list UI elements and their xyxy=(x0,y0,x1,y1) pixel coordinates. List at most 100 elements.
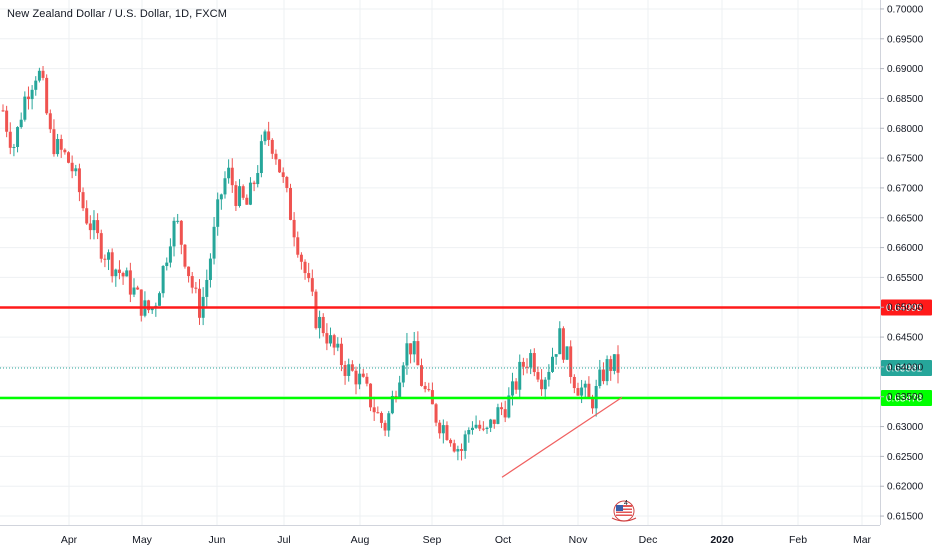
candle-body xyxy=(96,220,100,234)
y-tick-label: 0.68500 xyxy=(887,94,924,105)
y-tick-label: 0.62500 xyxy=(887,452,924,463)
candle-body xyxy=(48,113,52,130)
candle-body xyxy=(572,376,576,389)
candle-body xyxy=(452,443,456,452)
candle-body xyxy=(507,395,511,418)
candle-body xyxy=(77,168,81,193)
candle-body xyxy=(121,272,125,277)
candle-body xyxy=(536,372,540,380)
candle-body xyxy=(336,343,340,348)
candle-body xyxy=(489,419,493,428)
y-tick-label: 0.70000 xyxy=(887,4,924,15)
candle-body xyxy=(183,244,187,267)
time-axis: Apr May Jun Jul Aug Sep Oct Nov Dec 2020 Feb Mar xyxy=(0,525,880,546)
candle-body xyxy=(601,369,605,382)
candle-body xyxy=(441,425,445,434)
candle-body xyxy=(176,220,180,222)
trendline-layer xyxy=(501,396,623,478)
candle-body xyxy=(41,70,45,78)
event-badge-count: 4 xyxy=(624,500,628,507)
x-tick-label: Mar xyxy=(853,534,872,546)
candle-body xyxy=(500,407,504,410)
candle-body xyxy=(532,353,536,373)
y-tick-label: 0.63000 xyxy=(887,422,924,433)
candle-body xyxy=(219,194,223,200)
candle-body xyxy=(37,70,41,81)
y-tick-label: 0.64000 xyxy=(887,362,924,373)
candle-body xyxy=(179,220,183,245)
candle-body xyxy=(52,129,56,155)
candle-body xyxy=(401,365,405,383)
candle-body xyxy=(612,354,616,371)
candle-body xyxy=(318,316,322,329)
candle-body xyxy=(168,246,172,263)
candle-body xyxy=(117,269,121,273)
candle-body xyxy=(383,422,387,431)
candle-body xyxy=(565,346,569,360)
candle-body xyxy=(387,413,391,431)
x-tick-label: Nov xyxy=(569,534,588,546)
candle-body xyxy=(616,354,620,373)
candle-body xyxy=(125,270,129,277)
x-tick-label: Jun xyxy=(209,534,226,546)
candle-body xyxy=(23,96,27,120)
candle-body xyxy=(598,369,602,387)
candle-body xyxy=(241,186,245,198)
candle-body xyxy=(514,381,518,390)
candle-body xyxy=(234,185,238,206)
y-tick-label: 0.64500 xyxy=(887,333,924,344)
candle-body xyxy=(161,266,165,294)
candle-body xyxy=(361,373,365,377)
candle-body xyxy=(70,162,74,172)
candle-body xyxy=(398,382,402,398)
candle-body xyxy=(248,182,252,205)
y-tick-label: 0.69500 xyxy=(887,34,924,45)
horizontal-levels: 0.64995 0.63981 0.63478 xyxy=(0,299,932,407)
candle-body xyxy=(252,182,256,185)
candle-body xyxy=(85,208,89,224)
y-tick-label: 0.65500 xyxy=(887,273,924,284)
chart-title: New Zealand Dollar / U.S. Dollar, 1D, FX… xyxy=(7,8,227,20)
candle-body xyxy=(190,276,194,288)
candle-body xyxy=(114,269,118,277)
candle-body xyxy=(172,220,176,247)
candle-body xyxy=(463,434,467,451)
candle-body xyxy=(299,254,303,262)
y-tick-label: 0.68000 xyxy=(887,124,924,135)
trendline xyxy=(501,396,623,478)
candle-body xyxy=(325,333,329,344)
candle-body xyxy=(303,261,307,274)
us-flag-icon[interactable] xyxy=(611,500,637,522)
candle-body xyxy=(350,364,354,371)
x-tick-label: Aug xyxy=(351,534,370,546)
candle-body xyxy=(558,328,562,355)
x-tick-label: Feb xyxy=(789,534,807,546)
candle-body xyxy=(449,439,453,444)
x-tick-label: Oct xyxy=(495,534,511,546)
candle-body xyxy=(547,371,551,380)
resistance-price-label: 0.64995 xyxy=(886,303,923,314)
candle-body xyxy=(136,287,140,290)
candle-body xyxy=(110,252,114,277)
support-price-tag xyxy=(881,390,932,407)
candle-body xyxy=(583,383,587,388)
candle-body xyxy=(67,152,71,163)
candle-body xyxy=(412,341,416,355)
candles xyxy=(1,66,620,461)
candle-body xyxy=(132,287,136,295)
candle-body xyxy=(288,187,292,220)
candle-body xyxy=(223,178,227,195)
y-tick-label: 0.61500 xyxy=(887,512,924,523)
candle-body xyxy=(554,354,558,357)
candle-body xyxy=(26,96,30,100)
candle-body xyxy=(92,220,96,231)
candle-body xyxy=(434,404,438,423)
candle-body xyxy=(416,341,420,366)
candle-body xyxy=(343,365,347,376)
candle-body xyxy=(376,412,380,414)
candle-body xyxy=(16,127,20,147)
candle-body xyxy=(157,293,161,306)
candle-body xyxy=(63,149,67,153)
